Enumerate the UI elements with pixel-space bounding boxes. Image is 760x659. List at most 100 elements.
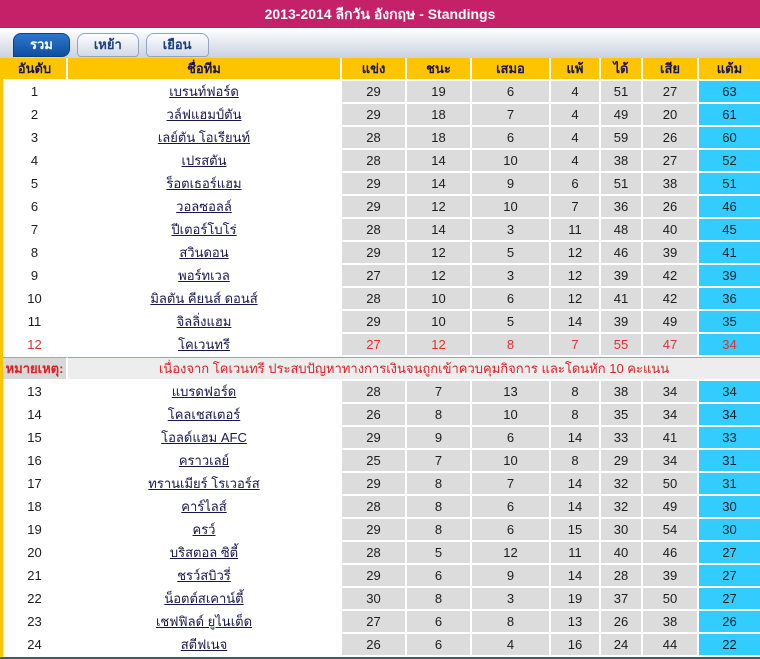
team-link[interactable]: เบรนท์ฟอร์ด [169,84,239,99]
team-cell: น็อตต์สเคาน์ตี้ [68,588,342,611]
lost-cell: 8 [551,450,601,473]
rank-cell: 21 [3,565,68,588]
played-cell: 28 [342,381,407,404]
team-cell: โคเวนทรี [68,334,342,357]
team-link[interactable]: บริสตอล ซิตี้ [169,545,239,560]
table-row: 2 วล์ฟแฮมป์ตัน 29 18 7 4 49 20 61 [3,104,760,127]
table-row: 19 ครว์ 29 8 6 15 30 54 30 [3,519,760,542]
team-cell: สวินดอน [68,242,342,265]
tab-bar: รวม เหย้า เยือน [0,28,760,58]
page-title: 2013-2014 ลีกวัน อังกฤษ - Standings [0,0,760,28]
table-row: 6 วอลซอลล์ 29 12 10 7 36 26 46 [3,196,760,219]
lost-cell: 8 [551,404,601,427]
goals-for-cell: 30 [601,519,643,542]
team-link[interactable]: คราวเลย์ [178,453,230,468]
team-link[interactable]: น็อตต์สเคาน์ตี้ [164,591,244,606]
points-cell: 27 [699,588,760,611]
team-link[interactable]: ชรว์สบิวรี่ [177,568,231,583]
goals-for-cell: 40 [601,542,643,565]
team-link[interactable]: ทรานเมียร์ โรเวอร์ส [148,476,260,491]
table-row: 18 คาร์ไลส์ 28 8 6 14 32 49 30 [3,496,760,519]
column-header-1: ชื่อทีม [68,58,342,81]
team-link[interactable]: เชฟฟิลด์ ยูไนเต็ด [155,614,253,629]
team-link[interactable]: โอลด์แฮม AFC [161,430,247,445]
tab-away[interactable]: เยือน [145,33,209,57]
points-cell: 31 [699,473,760,496]
standings-table: อันดับ ชื่อทีม แข่ง ชนะ เสมอ แพ้ ได้ เสีย แต้ม 1 เ… [0,58,760,657]
played-cell: 26 [342,404,407,427]
goals-against-cell: 50 [643,473,699,496]
points-cell: 30 [699,496,760,519]
team-link[interactable]: พอร์ทเวล [178,268,230,283]
won-cell: 12 [407,196,472,219]
played-cell: 27 [342,265,407,288]
goals-against-cell: 34 [643,450,699,473]
team-link[interactable]: จิลลิ่งแฮม [176,314,232,329]
won-cell: 14 [407,150,472,173]
played-cell: 29 [342,473,407,496]
team-cell: คาร์ไลส์ [68,496,342,519]
played-cell: 28 [342,288,407,311]
team-link[interactable]: โคเวนทรี [178,337,230,352]
won-cell: 8 [407,496,472,519]
rank-cell: 24 [3,634,68,657]
points-cell: 34 [699,404,760,427]
goals-for-cell: 38 [601,381,643,404]
team-link[interactable]: วล์ฟแฮมป์ตัน [166,107,242,122]
goals-for-cell: 51 [601,173,643,196]
team-cell: ร็อตเธอร์แฮม [68,173,342,196]
team-link[interactable]: โคลเชสเตอร์ [167,407,241,422]
lost-cell: 14 [551,473,601,496]
table-row: 21 ชรว์สบิวรี่ 29 6 9 14 28 39 27 [3,565,760,588]
team-link[interactable]: สตีฟเนจ [180,637,228,652]
won-cell: 7 [407,450,472,473]
team-link[interactable]: แบรดฟอร์ด [171,384,237,399]
team-link[interactable]: เปรสตัน [181,153,227,168]
points-cell: 22 [699,634,760,657]
drawn-cell: 8 [472,334,551,357]
points-cell: 27 [699,565,760,588]
team-cell: เชฟฟิลด์ ยูไนเต็ด [68,611,342,634]
goals-against-cell: 40 [643,219,699,242]
goals-for-cell: 46 [601,242,643,265]
team-link[interactable]: ร็อตเธอร์แฮม [166,176,242,191]
column-header-0: อันดับ [3,58,68,81]
played-cell: 28 [342,496,407,519]
won-cell: 18 [407,127,472,150]
goals-against-cell: 34 [643,404,699,427]
team-link[interactable]: สวินดอน [179,245,229,260]
note-row: หมายเหตุ: เนื่องจาก โคเวนทรี ประสบปัญหาทา… [3,357,760,381]
team-link[interactable]: ครว์ [192,522,216,537]
team-link[interactable]: คาร์ไลส์ [181,499,227,514]
lost-cell: 13 [551,611,601,634]
drawn-cell: 10 [472,150,551,173]
tab-total[interactable]: รวม [13,33,70,57]
table-row: 8 สวินดอน 29 12 5 12 46 39 41 [3,242,760,265]
points-cell: 63 [699,81,760,104]
table-row: 10 มิลตัน คียนส์ ดอนส์ 28 10 6 12 41 42 36 [3,288,760,311]
drawn-cell: 7 [472,473,551,496]
team-link[interactable]: ปีเตอร์โบโร่ [171,222,237,237]
lost-cell: 4 [551,150,601,173]
team-link[interactable]: เลย์ตัน โอเรียนท์ [157,130,251,145]
played-cell: 29 [342,565,407,588]
goals-against-cell: 27 [643,150,699,173]
goals-against-cell: 47 [643,334,699,357]
points-cell: 51 [699,173,760,196]
table-row: 4 เปรสตัน 28 14 10 4 38 27 52 [3,150,760,173]
goals-for-cell: 38 [601,150,643,173]
rank-cell: 7 [3,219,68,242]
lost-cell: 14 [551,565,601,588]
goals-for-cell: 48 [601,219,643,242]
rank-cell: 17 [3,473,68,496]
team-cell: บริสตอล ซิตี้ [68,542,342,565]
points-cell: 34 [699,381,760,404]
rank-cell: 1 [3,81,68,104]
team-link[interactable]: มิลตัน คียนส์ ดอนส์ [150,291,258,306]
team-cell: มิลตัน คียนส์ ดอนส์ [68,288,342,311]
lost-cell: 15 [551,519,601,542]
tab-home[interactable]: เหย้า [76,33,139,57]
played-cell: 28 [342,219,407,242]
lost-cell: 4 [551,81,601,104]
team-link[interactable]: วอลซอลล์ [176,199,232,214]
